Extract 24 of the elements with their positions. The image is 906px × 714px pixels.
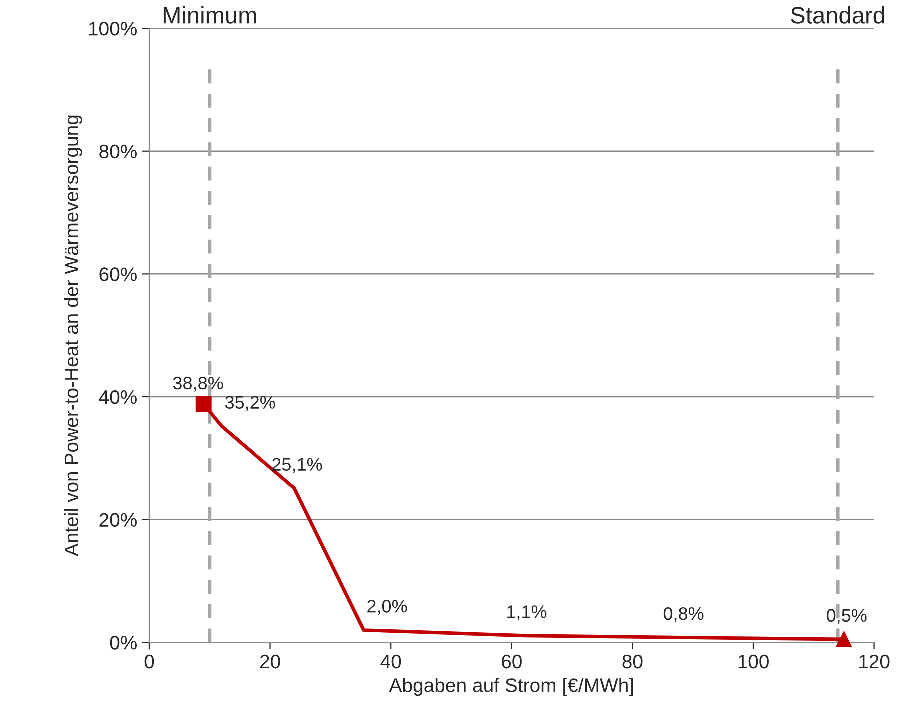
x-tick-label: 60 (502, 654, 522, 669)
data-label: 1,1% (508, 606, 547, 621)
data-label: 0,5% (826, 609, 867, 624)
x-tick-label: 40 (380, 654, 402, 669)
data-label: 35,2% (225, 396, 276, 412)
y-tick-label: 40% (99, 390, 137, 404)
y-tick-label: 0% (110, 636, 137, 650)
ref-line-label: Standard (791, 6, 884, 24)
x-tick-label: 80 (622, 654, 643, 669)
data-label: 25,1% (272, 458, 322, 474)
y-axis-title: Anteil von Power-to-Heat an der Wärmeversorgung (64, 116, 82, 557)
y-tick-label: 80% (100, 144, 137, 159)
x-tick-label: 20 (260, 654, 280, 669)
y-tick-label: 100% (89, 22, 137, 36)
x-axis-title: Abgaben auf Strom [€/MWh] (389, 678, 634, 696)
y-tick-label: 20% (100, 513, 137, 528)
x-tick-label: 120 (860, 654, 890, 669)
data-label: 0,8% (664, 607, 704, 622)
data-label: 2,0% (368, 600, 408, 615)
ref-line-label: Minimum (164, 6, 256, 24)
x-tick-label: 0 (144, 654, 154, 669)
y-tick-label: 60% (100, 268, 137, 282)
data-label: 38,8% (173, 376, 224, 392)
x-tick-label: 100 (738, 654, 769, 669)
